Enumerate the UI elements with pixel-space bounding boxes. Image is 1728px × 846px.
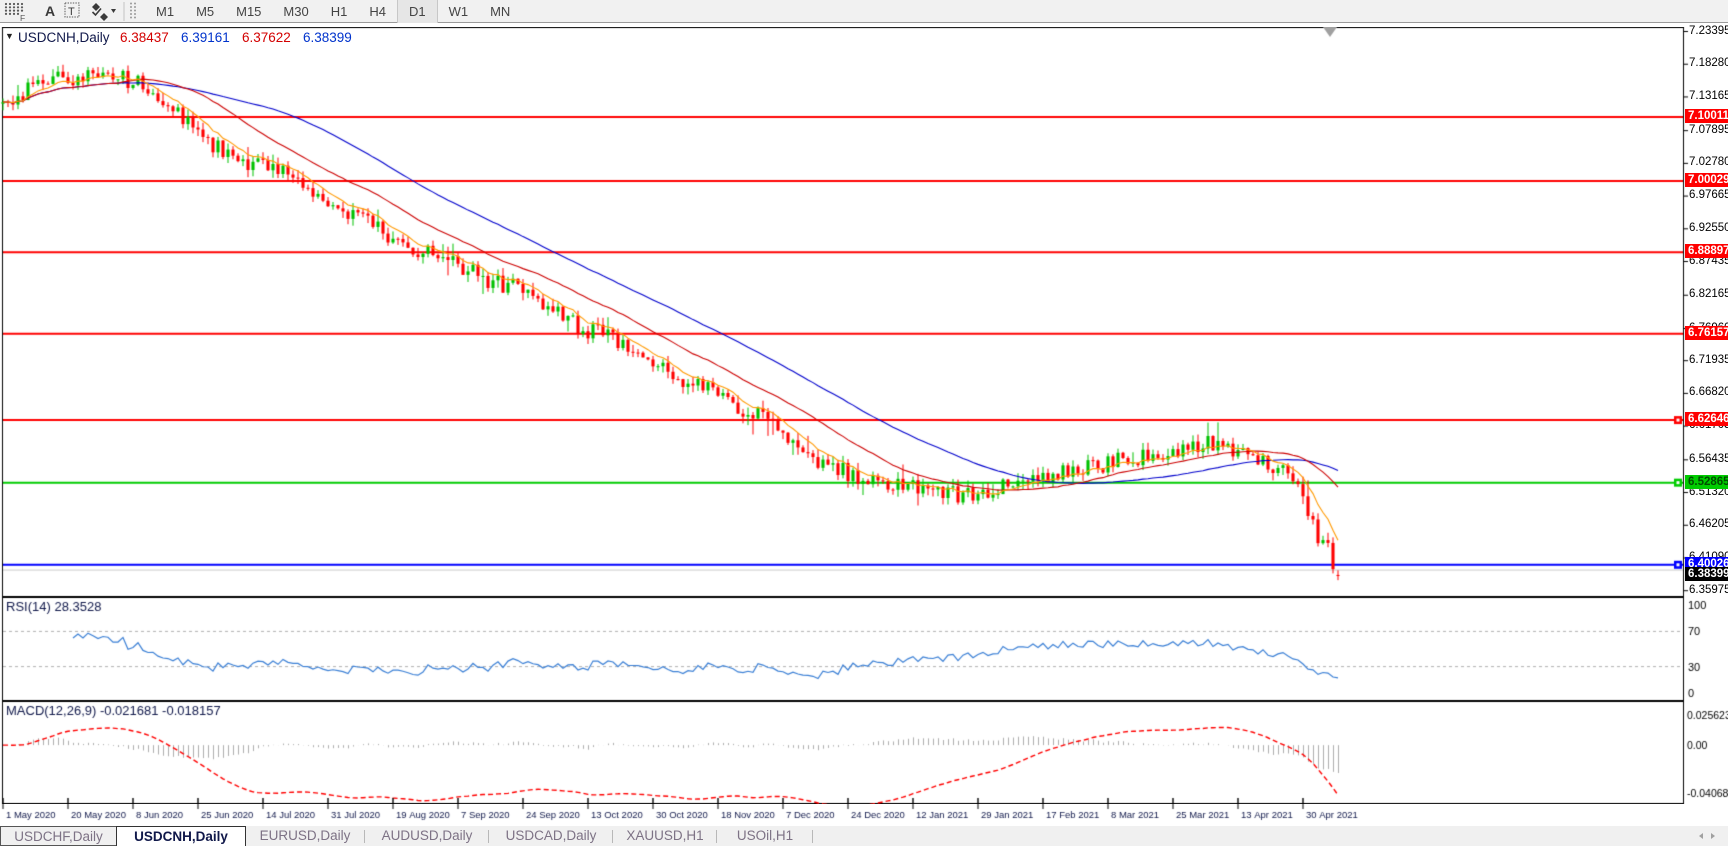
svg-text:A: A <box>45 3 55 19</box>
svg-text:T: T <box>68 6 75 18</box>
svg-text:F: F <box>20 13 25 23</box>
